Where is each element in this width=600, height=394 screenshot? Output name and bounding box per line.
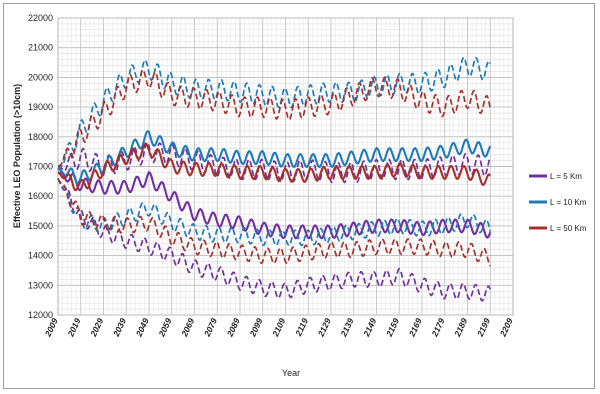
x-tick-label: 2159	[384, 316, 402, 339]
x-tick-label: 2069	[179, 316, 197, 339]
legend-label: L = 5 Km	[550, 172, 582, 181]
line-chart: 12000 13000 14000 15000 16000 17000 18000 19000…	[12, 13, 587, 378]
y-tick-label: 17000	[28, 162, 53, 172]
legend: L = 5 Km L = 10 Km L = 50 Km	[529, 172, 587, 233]
series-line-solid	[57, 142, 492, 192]
series-line-dashed-low	[57, 178, 492, 247]
y-tick-label: 14000	[28, 251, 53, 261]
x-tick-label: 2059	[156, 316, 174, 339]
series-lines	[57, 56, 492, 302]
x-tick-label: 2029	[88, 316, 106, 339]
legend-label: L = 50 Km	[550, 224, 587, 233]
x-tick-label: 2019	[65, 316, 83, 339]
y-tick-label: 18000	[28, 132, 53, 142]
x-tick-label: 2169	[406, 316, 424, 339]
x-tick-label: 2039	[111, 316, 129, 339]
series-line-dashed-low	[57, 178, 492, 267]
x-tick-label: 2179	[429, 316, 447, 339]
y-tick-label: 20000	[28, 72, 53, 82]
x-tick-label: 2079	[202, 316, 220, 339]
x-tick-label: 2099	[247, 316, 265, 339]
series-line-solid	[57, 171, 492, 240]
chart-frame: 12000 13000 14000 15000 16000 17000 18000 19000…	[3, 3, 595, 389]
y-tick-label: 13000	[28, 280, 53, 290]
y-tick-label: 21000	[28, 43, 53, 53]
y-tick-label: 19000	[28, 102, 53, 112]
y-tick-labels: 12000 13000 14000 15000 16000 17000 18000 19000…	[28, 13, 53, 320]
x-tick-label: 2109	[270, 316, 288, 339]
y-tick-label: 12000	[28, 310, 53, 320]
x-tick-label: 2089	[224, 316, 242, 339]
x-tick-label: 2199	[475, 316, 493, 339]
x-tick-label: 2129	[315, 316, 333, 339]
series-line-dashed-high	[57, 141, 492, 184]
x-axis-label: Year	[282, 368, 300, 378]
x-tick-label: 2139	[338, 316, 356, 339]
x-tick-labels: 2009 2019 2029 2039 2049 2059 2069 2079 2089 2099…	[42, 316, 515, 339]
legend-label: L = 10 Km	[550, 198, 587, 207]
x-tick-label: 2149	[361, 316, 379, 339]
y-axis-label: Effective LEO Population (>10cm)	[12, 84, 22, 228]
y-tick-label: 16000	[28, 191, 53, 201]
x-tick-label: 2189	[452, 316, 470, 339]
x-tick-label: 2209	[497, 316, 515, 339]
y-tick-label: 22000	[28, 13, 53, 23]
series-line-dashed-high	[57, 69, 492, 168]
series-line-dashed-low	[57, 178, 492, 302]
x-tick-label: 2049	[133, 316, 151, 339]
series-line-dashed-high	[57, 56, 492, 170]
x-tick-label: 2119	[293, 316, 310, 338]
y-tick-label: 15000	[28, 221, 53, 231]
